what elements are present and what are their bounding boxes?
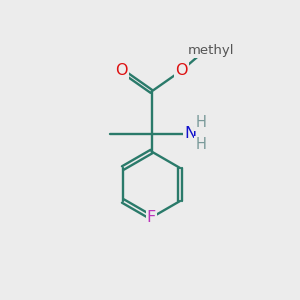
- Text: methyl: methyl: [188, 44, 234, 57]
- Text: H: H: [196, 115, 206, 130]
- Text: O: O: [175, 63, 188, 78]
- Text: F: F: [147, 210, 156, 225]
- Text: H: H: [196, 137, 206, 152]
- Text: N: N: [184, 126, 196, 141]
- Text: O: O: [115, 63, 128, 78]
